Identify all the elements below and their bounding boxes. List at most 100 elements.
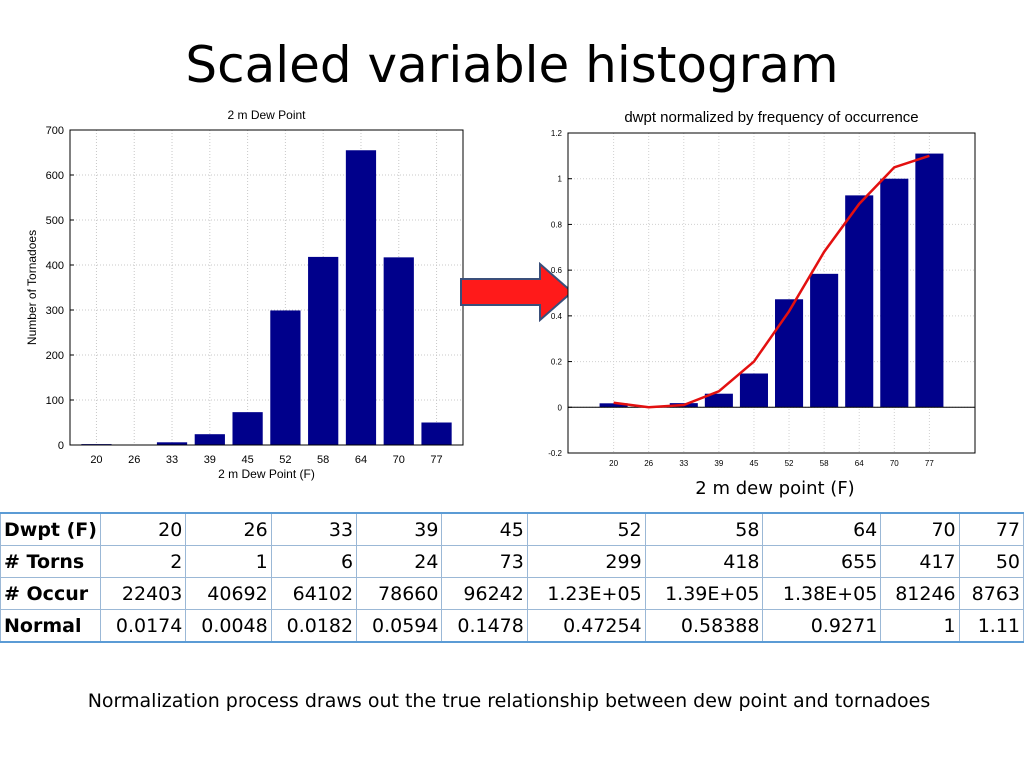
- table-cell: 1.23E+05: [526, 577, 646, 610]
- bar: [845, 195, 874, 408]
- table-cell: 26: [185, 512, 272, 546]
- x-tick-label: 33: [679, 459, 688, 468]
- table-cell: 1.11: [958, 609, 1024, 643]
- table-cell: 1: [185, 545, 272, 578]
- row-header: Dwpt (F): [0, 512, 101, 546]
- bar: [421, 422, 452, 445]
- plot-frame: [567, 132, 976, 454]
- x-axis-label: 2 m Dew Point (F): [218, 467, 315, 481]
- y-tick-label: 400: [46, 260, 64, 272]
- y-tick-label: 0: [58, 440, 64, 452]
- table-cell: 77: [958, 512, 1024, 546]
- chart-title: dwpt normalized by frequency of occurren…: [624, 109, 918, 126]
- x-tick-label: 26: [128, 454, 140, 466]
- bar: [739, 373, 768, 408]
- y-tick-label: 500: [46, 215, 64, 227]
- normalized-dew-point-histogram: -0.2 0 0.2 0.4 0.6 0.8 1 1.2 20 26 33 39 45 52 58 64 70 7…: [548, 109, 976, 468]
- x-tick-label: 39: [204, 454, 216, 466]
- trend-line: [613, 154, 930, 409]
- table-cell: 1.39E+05: [644, 577, 764, 610]
- slide-caption: Normalization process draws out the true…: [87, 690, 931, 712]
- row-header: Normal: [0, 609, 101, 643]
- table-cell: 20: [99, 512, 187, 546]
- dew-point-data-table: Dwpt (F) 20 26 33 39 45 52 58 64 70 77 # Torns 2 1 6 24…: [0, 512, 1024, 643]
- table-cell: 0.0182: [270, 609, 358, 643]
- table-row: Dwpt (F) 20 26 33 39 45 52 58 64 70 77: [0, 512, 1024, 546]
- y-tick-label: 300: [46, 305, 64, 317]
- table-row: # Torns 2 1 6 24 73 299 418 655 417 50: [0, 545, 1024, 578]
- x-tick-label: 45: [241, 454, 253, 466]
- right-arrow-icon: [460, 262, 574, 322]
- table-cell: 39: [356, 512, 443, 546]
- x-tick-label: 39: [714, 459, 723, 468]
- slide-title: Scaled variable histogram: [185, 36, 839, 94]
- x-tick-label: 64: [355, 454, 367, 466]
- y-axis-label: Number of Tornadoes: [25, 230, 39, 345]
- table-cell: 655: [762, 545, 882, 578]
- y-tick-label: 0.4: [551, 312, 563, 321]
- table-cell: 96242: [441, 577, 528, 610]
- table-cell: 78660: [356, 577, 443, 610]
- table-cell: 0.0174: [99, 609, 187, 643]
- bar: [383, 257, 414, 445]
- table-cell: 33: [270, 512, 358, 546]
- table-cell: 0.9271: [762, 609, 882, 643]
- table-cell: 24: [356, 545, 443, 578]
- table-cell: 58: [644, 512, 764, 546]
- y-tick-label: -0.2: [548, 449, 562, 458]
- table-cell: 0.1478: [441, 609, 528, 643]
- table-cell: 417: [880, 545, 960, 578]
- x-tick-label: 52: [279, 454, 291, 466]
- x-tick-label: 77: [925, 459, 934, 468]
- bar: [156, 442, 188, 445]
- table-row: # Occur 22403 40692 64102 78660 96242 1.23E+05…: [0, 577, 1024, 610]
- table-cell: 0.47254: [526, 609, 646, 643]
- table-cell: 1: [880, 609, 960, 643]
- y-tick-label: 0.8: [551, 220, 563, 229]
- bar: [599, 403, 628, 408]
- x-tick-label: 70: [890, 459, 899, 468]
- table-cell: 418: [644, 545, 764, 578]
- table-cell: 22403: [99, 577, 187, 610]
- bar: [194, 434, 225, 445]
- bar: [775, 299, 804, 408]
- row-header: # Torns: [0, 545, 101, 578]
- table-row: Normal 0.0174 0.0048 0.0182 0.0594 0.1478 0.47…: [0, 609, 1024, 643]
- y-tick-label: 200: [46, 350, 64, 362]
- table-cell: 2: [99, 545, 187, 578]
- table-cell: 8763: [958, 577, 1024, 610]
- bar: [880, 178, 909, 408]
- table-cell: 50: [958, 545, 1024, 578]
- bar: [345, 150, 377, 445]
- bar: [232, 412, 263, 445]
- row-header: # Occur: [0, 577, 101, 610]
- bar: [704, 393, 733, 408]
- table-cell: 6: [270, 545, 358, 578]
- table-cell: 0.0048: [185, 609, 272, 643]
- x-tick-label: 77: [430, 454, 442, 466]
- table-cell: 40692: [185, 577, 272, 610]
- x-tick-label: 20: [609, 459, 618, 468]
- y-tick-label: 700: [46, 125, 64, 137]
- table-cell: 0.0594: [356, 609, 443, 643]
- table-cell: 45: [441, 512, 528, 546]
- x-tick-label: 64: [855, 459, 864, 468]
- table-cell: 64: [762, 512, 882, 546]
- x-tick-label: 52: [785, 459, 794, 468]
- table-cell: 73: [441, 545, 528, 578]
- chart-title: 2 m Dew Point: [227, 108, 306, 122]
- y-tick-label: 0: [558, 403, 563, 412]
- y-tick-label: 1: [558, 175, 563, 184]
- x-tick-label: 45: [750, 459, 759, 468]
- table-cell: 81246: [880, 577, 960, 610]
- x-tick-label: 26: [644, 459, 653, 468]
- table-cell: 70: [880, 512, 960, 546]
- x-tick-label: 20: [90, 454, 102, 466]
- y-tick-label: 1.2: [551, 129, 563, 138]
- bar: [810, 273, 839, 408]
- table-cell: 299: [526, 545, 646, 578]
- x-tick-label: 33: [166, 454, 178, 466]
- y-tick-label: 600: [46, 170, 64, 182]
- x-tick-label: 70: [393, 454, 405, 466]
- y-tick-label: 0.2: [551, 358, 563, 367]
